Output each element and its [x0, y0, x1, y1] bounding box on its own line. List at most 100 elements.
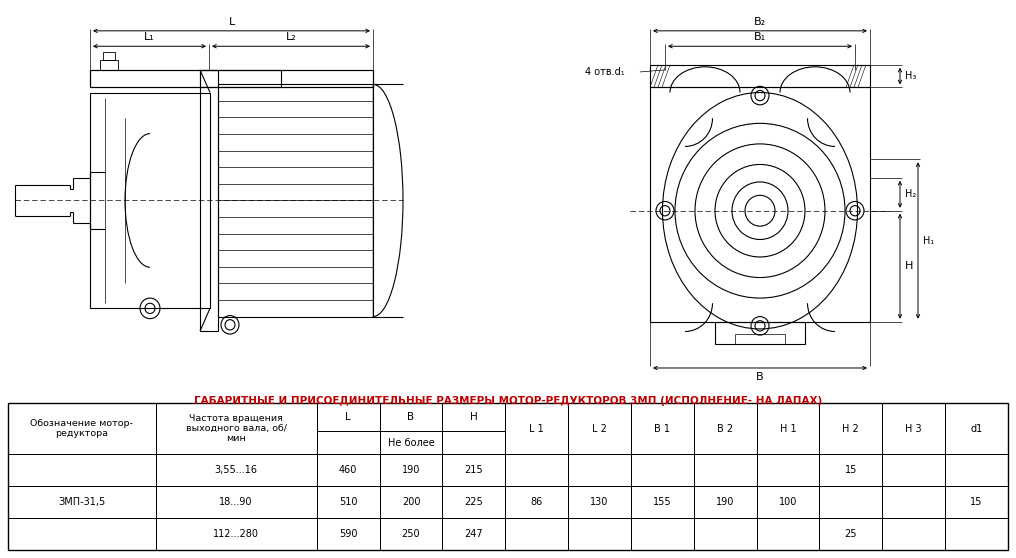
Text: H₁: H₁: [923, 235, 935, 246]
Text: 590: 590: [339, 529, 358, 539]
Bar: [820, 487, 882, 518]
Bar: [650, 65, 870, 88]
Text: B: B: [407, 412, 415, 422]
Text: H₂: H₂: [905, 189, 916, 199]
Bar: [200, 70, 373, 88]
Bar: [757, 487, 820, 518]
Bar: [155, 487, 317, 518]
Bar: [505, 454, 568, 487]
Bar: [8, 454, 155, 487]
Bar: [568, 454, 631, 487]
Bar: [631, 487, 694, 518]
Bar: [8, 402, 1008, 550]
Bar: [8, 518, 155, 550]
Text: 15: 15: [844, 465, 858, 475]
Bar: [218, 84, 373, 316]
Text: 215: 215: [464, 465, 484, 475]
Bar: [103, 52, 115, 60]
Bar: [505, 518, 568, 550]
Bar: [631, 454, 694, 487]
Text: B: B: [756, 372, 764, 382]
Text: B 2: B 2: [717, 424, 734, 434]
Text: 3,55...16: 3,55...16: [214, 465, 258, 475]
Bar: [8, 402, 155, 454]
Text: L: L: [229, 17, 235, 27]
Bar: [442, 518, 505, 550]
Bar: [568, 402, 631, 454]
Bar: [155, 402, 317, 454]
Bar: [945, 487, 1008, 518]
Bar: [694, 487, 757, 518]
Bar: [505, 487, 568, 518]
Bar: [442, 487, 505, 518]
Bar: [882, 454, 945, 487]
Text: L₁: L₁: [144, 32, 154, 42]
Text: 15: 15: [970, 497, 982, 507]
Bar: [442, 454, 505, 487]
Bar: [155, 454, 317, 487]
Text: L: L: [345, 412, 352, 422]
Bar: [735, 334, 785, 344]
Bar: [757, 402, 820, 454]
Text: 250: 250: [401, 529, 421, 539]
Text: 190: 190: [402, 465, 421, 475]
Text: 86: 86: [530, 497, 543, 507]
Bar: [882, 487, 945, 518]
Text: 510: 510: [339, 497, 358, 507]
Bar: [100, 60, 118, 70]
Text: d1: d1: [970, 424, 982, 434]
Bar: [90, 70, 281, 88]
Bar: [694, 402, 757, 454]
Text: B₂: B₂: [754, 17, 766, 27]
Bar: [317, 402, 380, 454]
Bar: [694, 518, 757, 550]
Bar: [568, 518, 631, 550]
Text: ГАБАРИТНЫЕ И ПРИСОЕДИНИТЕЛЬНЫЕ РАЗМЕРЫ МОТОР-РЕДУКТОРОВ 3МП (ИСПОЛНЕНИЕ- НА ЛАПА: ГАБАРИТНЫЕ И ПРИСОЕДИНИТЕЛЬНЫЕ РАЗМЕРЫ М…: [194, 396, 822, 406]
Bar: [380, 487, 442, 518]
Text: H: H: [470, 412, 478, 422]
Bar: [505, 402, 568, 454]
Bar: [380, 402, 442, 454]
Bar: [631, 402, 694, 454]
Text: 100: 100: [779, 497, 798, 507]
Bar: [8, 487, 155, 518]
Bar: [820, 518, 882, 550]
Bar: [715, 322, 805, 344]
Text: B 1: B 1: [654, 424, 671, 434]
Bar: [317, 487, 380, 518]
Text: H 3: H 3: [905, 424, 922, 434]
Text: 460: 460: [339, 465, 358, 475]
Bar: [694, 454, 757, 487]
Bar: [650, 88, 870, 322]
Bar: [945, 454, 1008, 487]
Bar: [90, 70, 373, 88]
Text: 18...90: 18...90: [219, 497, 253, 507]
Text: H 2: H 2: [842, 424, 860, 434]
Bar: [380, 454, 442, 487]
Bar: [317, 518, 380, 550]
Bar: [200, 70, 218, 331]
Bar: [820, 454, 882, 487]
Text: Не более: Не более: [388, 438, 435, 448]
Text: Обозначение мотор-
редуктора: Обозначение мотор- редуктора: [30, 419, 133, 438]
Text: L 1: L 1: [529, 424, 544, 434]
Bar: [442, 402, 505, 454]
Bar: [757, 454, 820, 487]
Text: L 2: L 2: [592, 424, 607, 434]
Text: H₃: H₃: [905, 71, 916, 81]
Text: 130: 130: [590, 497, 609, 507]
Bar: [631, 518, 694, 550]
Bar: [882, 518, 945, 550]
Text: Частота вращения
выходного вала, об/
мин: Частота вращения выходного вала, об/ мин: [186, 413, 287, 444]
Bar: [820, 402, 882, 454]
Text: B₁: B₁: [754, 32, 766, 42]
Text: H: H: [905, 261, 913, 271]
Text: 112...280: 112...280: [213, 529, 259, 539]
Bar: [945, 402, 1008, 454]
Bar: [945, 518, 1008, 550]
Bar: [380, 518, 442, 550]
Text: 4 отв.d₁: 4 отв.d₁: [585, 67, 625, 77]
Text: H 1: H 1: [779, 424, 797, 434]
Text: 155: 155: [653, 497, 672, 507]
Text: 225: 225: [464, 497, 484, 507]
